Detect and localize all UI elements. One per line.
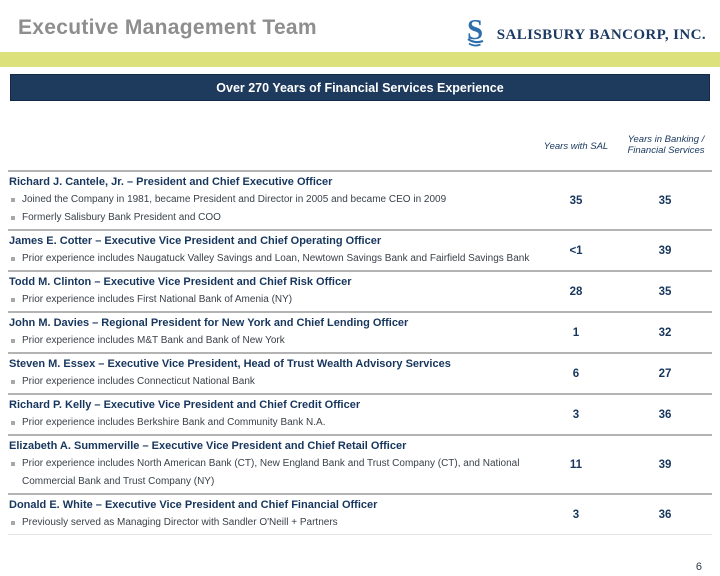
row-content: Todd M. Clinton – Executive Vice Preside… (8, 272, 534, 311)
column-header-years-with-sal: Years with SAL (543, 141, 609, 152)
years-in-banking-value: 35 (658, 285, 672, 298)
logo-mark-letter: S (467, 14, 483, 46)
years-with-sal-value: <1 (569, 244, 583, 257)
executive-name-title: Steven M. Essex – Executive Vice Preside… (9, 358, 451, 370)
executive-name-title: Todd M. Clinton – Executive Vice Preside… (9, 276, 352, 288)
company-logo: S SALISBURY BANCORP, INC. (466, 13, 706, 52)
years-with-sal-value: 1 (572, 326, 580, 339)
experience-bullets: Prior experience includes First National… (8, 291, 534, 309)
executive-name-title: Donald E. White – Executive Vice Preside… (9, 499, 378, 511)
row-content: Donald E. White – Executive Vice Preside… (8, 495, 534, 534)
row-content: Richard J. Cantele, Jr. – President and … (8, 172, 534, 229)
experience-banner: Over 270 Years of Financial Services Exp… (10, 74, 710, 101)
bullet-item: Joined the Company in 1981, became Presi… (8, 191, 534, 209)
bullet-item: Prior experience includes North American… (8, 455, 534, 491)
column-header-banking-line1: Years in Banking / (627, 134, 705, 145)
years-with-sal-value: 3 (572, 508, 580, 521)
row-content: Steven M. Essex – Executive Vice Preside… (8, 354, 534, 393)
executive-table: Richard J. Cantele, Jr. – President and … (8, 170, 712, 535)
experience-bullets: Previously served as Managing Director w… (8, 514, 534, 532)
experience-bullets: Prior experience includes Naugatuck Vall… (8, 250, 534, 268)
accent-bar (0, 52, 720, 67)
salisbury-s-icon: S (466, 13, 492, 52)
years-with-sal-value: 28 (569, 285, 583, 298)
company-name: SALISBURY BANCORP, INC. (496, 27, 706, 43)
table-row-cotter: James E. Cotter – Executive Vice Preside… (8, 231, 712, 272)
table-row-essex: Steven M. Essex – Executive Vice Preside… (8, 354, 712, 395)
table-row-clinton: Todd M. Clinton – Executive Vice Preside… (8, 272, 712, 313)
table-row-cantele: Richard J. Cantele, Jr. – President and … (8, 172, 712, 231)
years-in-banking-value: 32 (658, 326, 672, 339)
table-row-summerville: Elizabeth A. Summerville – Executive Vic… (8, 436, 712, 495)
bullet-item: Prior experience includes Naugatuck Vall… (8, 250, 534, 268)
row-content: Elizabeth A. Summerville – Executive Vic… (8, 436, 534, 493)
column-header-years-in-banking: Years in Banking / Financial Services (620, 134, 712, 156)
executive-name-title: Richard P. Kelly – Executive Vice Presid… (9, 399, 361, 411)
years-in-banking-value: 36 (658, 408, 672, 421)
executive-name-title: John M. Davies – Regional President for … (9, 317, 409, 329)
page-title: Executive Management Team (18, 16, 317, 39)
bullet-item: Prior experience includes M&T Bank and B… (8, 332, 534, 350)
bullet-item: Previously served as Managing Director w… (8, 514, 534, 532)
executive-name-title: Elizabeth A. Summerville – Executive Vic… (9, 440, 407, 452)
years-with-sal-value: 35 (569, 194, 583, 207)
years-in-banking-value: 27 (658, 367, 672, 380)
years-in-banking-value: 39 (658, 244, 672, 257)
experience-bullets: Prior experience includes North American… (8, 455, 534, 491)
years-in-banking-value: 39 (658, 458, 672, 471)
bullet-item: Formerly Salisbury Bank President and CO… (8, 209, 534, 227)
bullet-item: Prior experience includes First National… (8, 291, 534, 309)
years-with-sal-value: 6 (572, 367, 580, 380)
years-with-sal-value: 3 (572, 408, 580, 421)
column-header-banking-line2: Financial Services (627, 145, 705, 156)
row-content: James E. Cotter – Executive Vice Preside… (8, 231, 534, 270)
executive-name-title: Richard J. Cantele, Jr. – President and … (9, 176, 333, 188)
row-content: John M. Davies – Regional President for … (8, 313, 534, 352)
bullet-item: Prior experience includes Berkshire Bank… (8, 414, 534, 432)
experience-bullets: Prior experience includes Connecticut Na… (8, 373, 534, 391)
table-row-kelly: Richard P. Kelly – Executive Vice Presid… (8, 395, 712, 436)
years-in-banking-value: 36 (658, 508, 672, 521)
years-with-sal-value: 11 (569, 458, 583, 471)
table-row-white: Donald E. White – Executive Vice Preside… (8, 495, 712, 535)
bullet-item: Prior experience includes Connecticut Na… (8, 373, 534, 391)
years-in-banking-value: 35 (658, 194, 672, 207)
table-row-davies: John M. Davies – Regional President for … (8, 313, 712, 354)
experience-bullets: Prior experience includes Berkshire Bank… (8, 414, 534, 432)
row-content: Richard P. Kelly – Executive Vice Presid… (8, 395, 534, 434)
experience-bullets: Joined the Company in 1981, became Presi… (8, 191, 534, 227)
executive-name-title: James E. Cotter – Executive Vice Preside… (9, 235, 382, 247)
page-number: 6 (695, 561, 702, 573)
experience-bullets: Prior experience includes M&T Bank and B… (8, 332, 534, 350)
